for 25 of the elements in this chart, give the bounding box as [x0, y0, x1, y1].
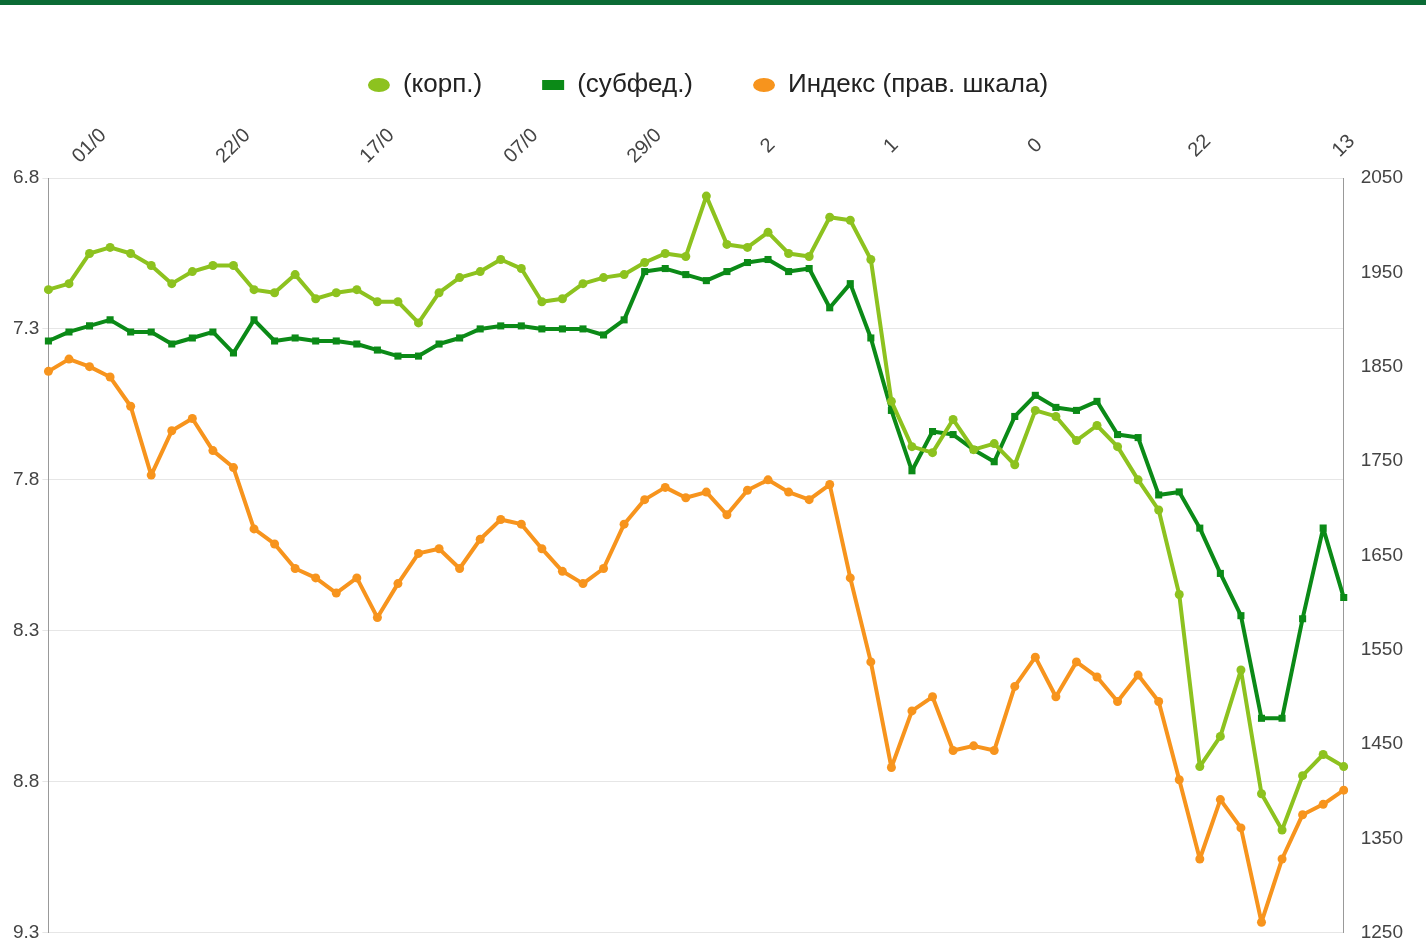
x-tick-label: 07/0 [498, 123, 542, 167]
x-tick-label: 01/0 [66, 123, 111, 167]
x-tick-label: 22 [1183, 129, 1215, 161]
y2-tick-label: 1950 [1360, 260, 1404, 282]
x-tick-label: 1 [878, 133, 903, 157]
y-tick-label: 9.3 [12, 920, 40, 942]
y-tick-label: 8.3 [12, 618, 40, 640]
y-tick-label: 8.8 [12, 769, 40, 791]
y2-tick-label: 1550 [1360, 637, 1404, 659]
y2-tick-label: 1450 [1360, 732, 1404, 754]
legend-label: Индекс (прав. шкала) [788, 68, 1049, 99]
y-tick-label: 7.3 [12, 317, 40, 339]
legend-label: (корп.) [402, 68, 483, 99]
y-tick-label: 7.8 [12, 468, 40, 490]
y-tick-label: 6.8 [12, 166, 40, 188]
y2-tick-label: 1350 [1360, 826, 1404, 848]
x-tick-label: 0 [1022, 133, 1046, 157]
y2-tick-label: 1850 [1360, 354, 1404, 376]
y2-tick-label: 1650 [1360, 543, 1404, 565]
legend-label: (субфед.) [577, 68, 694, 99]
y2-tick-label: 2050 [1360, 166, 1404, 188]
x-tick-label: 13 [1327, 129, 1359, 161]
y2-tick-label: 1750 [1360, 449, 1404, 471]
x-tick-label: 2 [755, 133, 779, 157]
y2-tick-label: 1250 [1360, 920, 1404, 942]
